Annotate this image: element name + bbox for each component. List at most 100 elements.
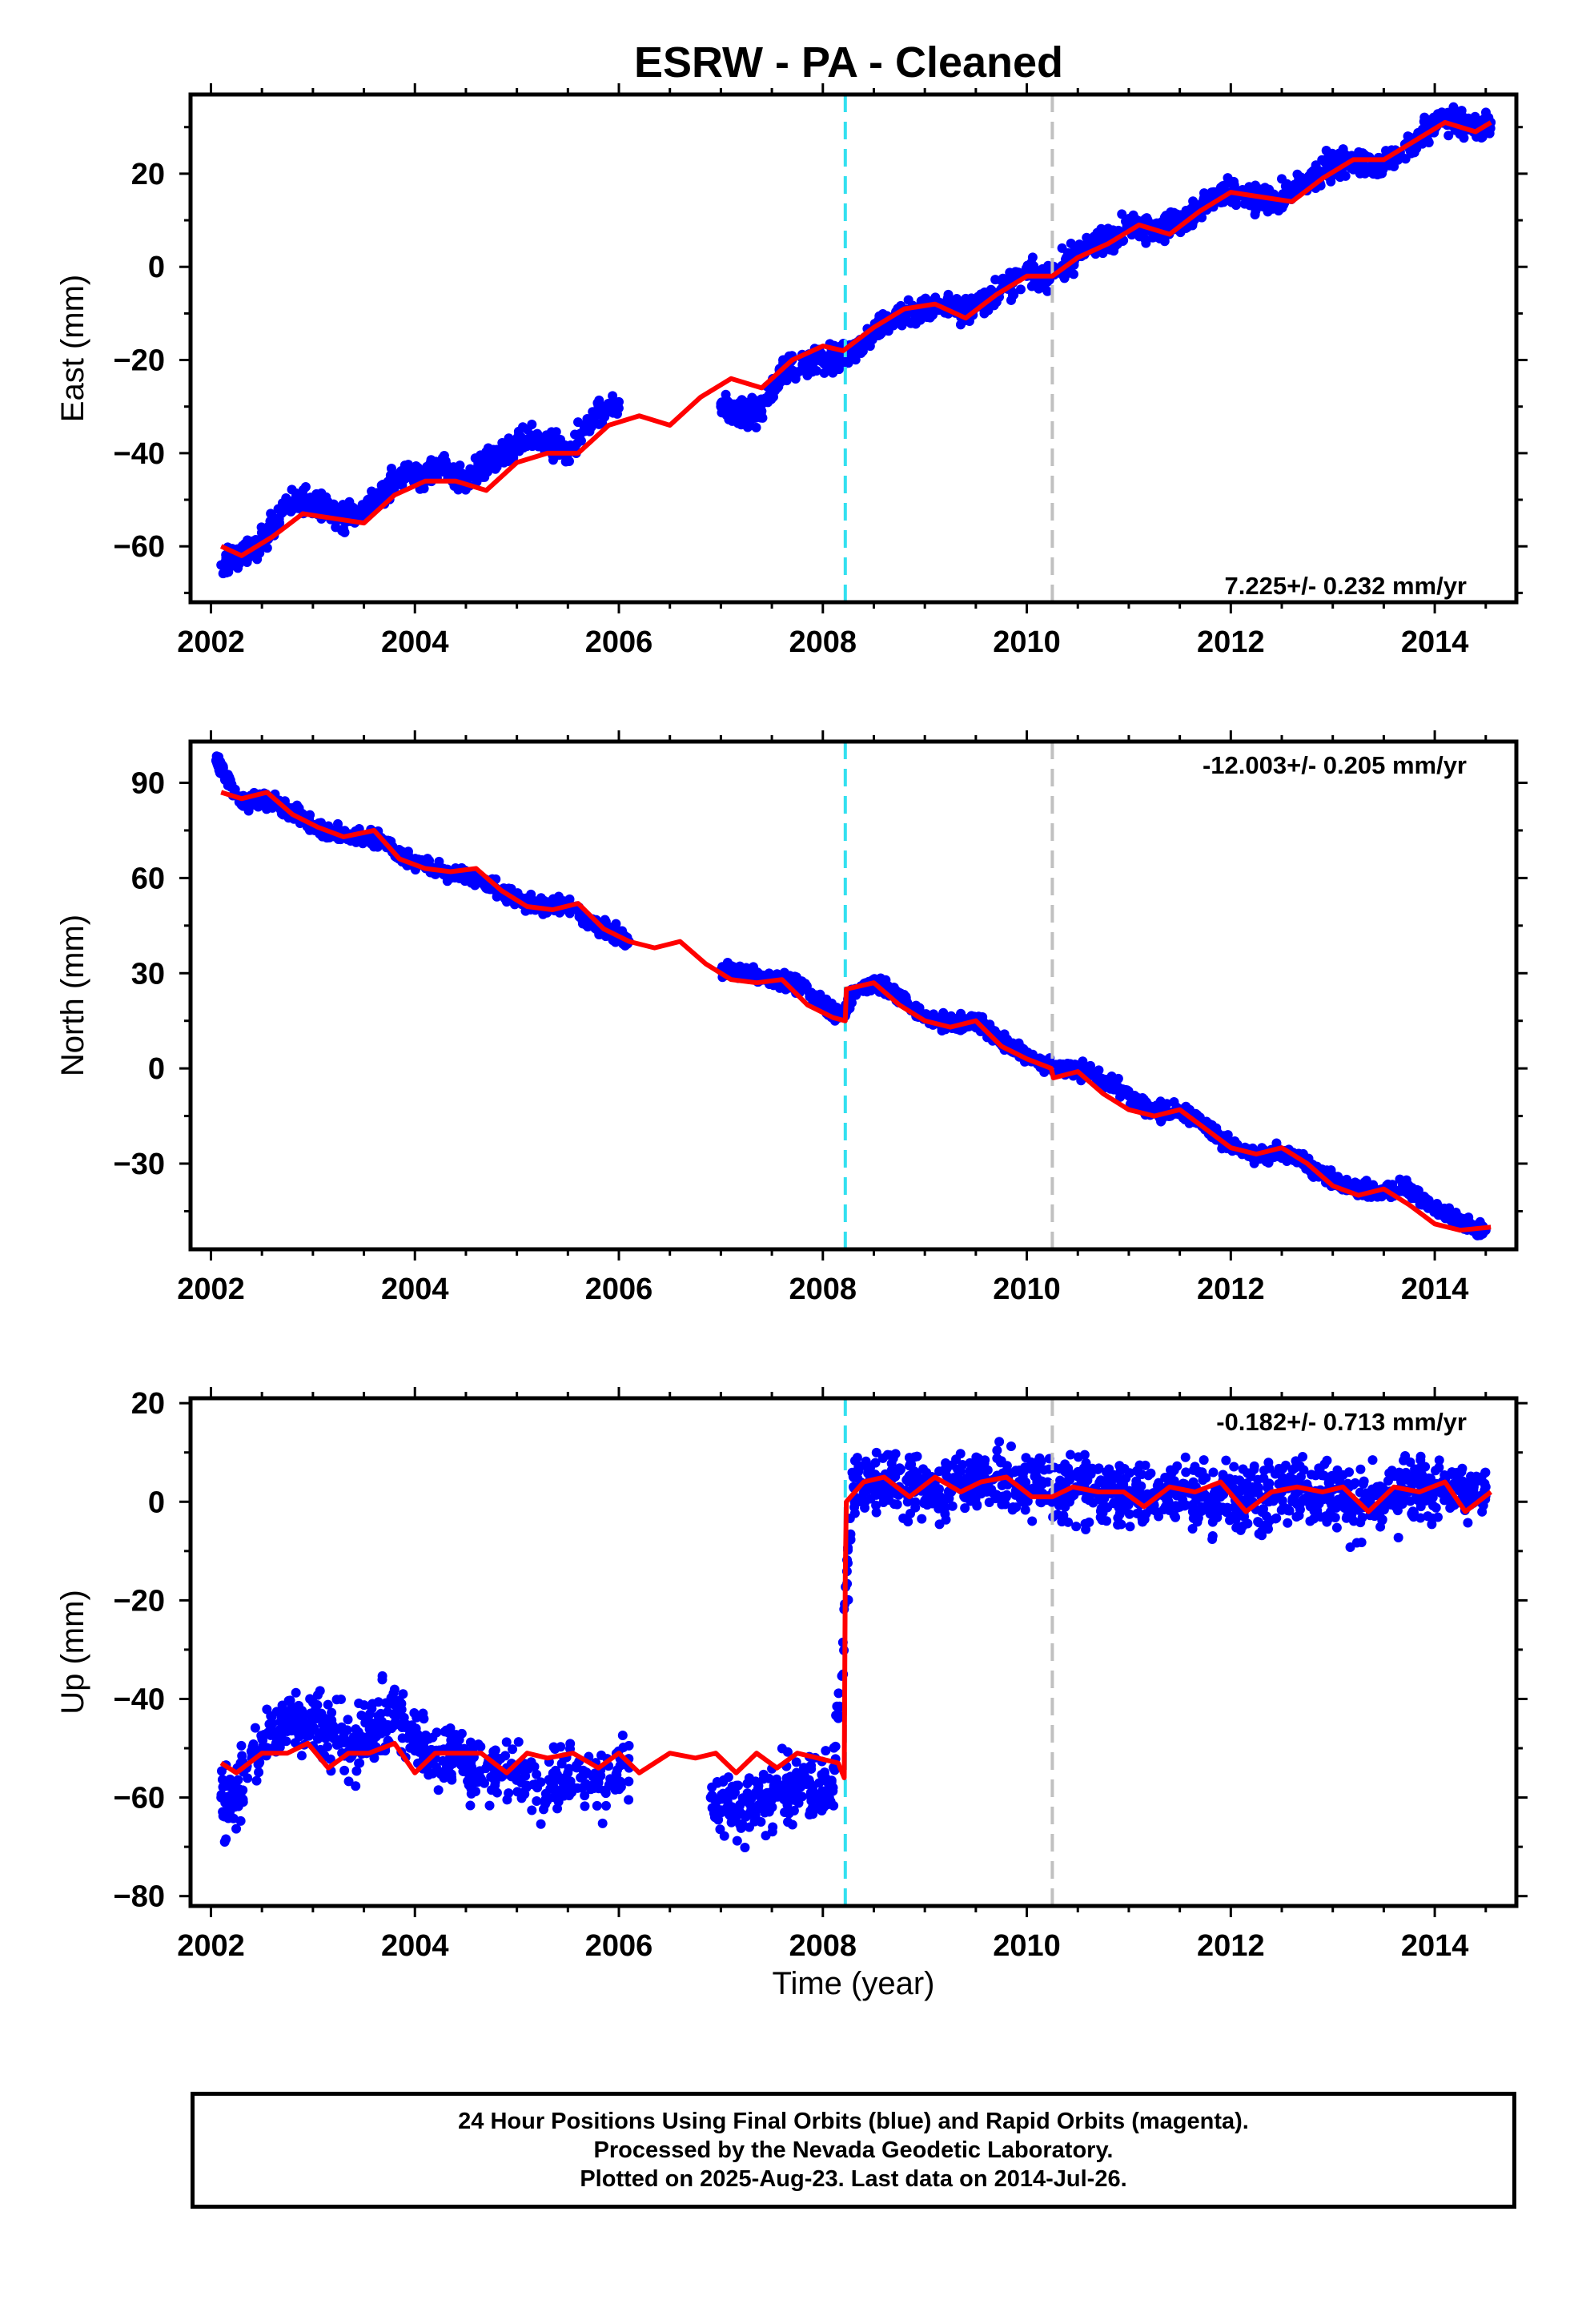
data-point bbox=[624, 1776, 634, 1787]
data-point bbox=[476, 1742, 486, 1752]
data-point bbox=[577, 1783, 588, 1793]
plot-frame bbox=[188, 739, 1519, 1252]
data-point bbox=[218, 770, 228, 780]
data-point bbox=[1122, 1085, 1132, 1096]
data-point bbox=[1155, 1096, 1166, 1107]
data-point bbox=[912, 312, 922, 323]
data-point bbox=[1060, 269, 1070, 279]
data-point bbox=[757, 412, 768, 423]
data-point bbox=[343, 1715, 353, 1725]
data-point bbox=[411, 460, 421, 471]
data-point bbox=[484, 452, 494, 463]
data-point bbox=[502, 1795, 512, 1805]
data-point bbox=[732, 963, 742, 973]
data-point bbox=[1169, 218, 1179, 228]
data-point bbox=[821, 994, 832, 1004]
data-point bbox=[1059, 1062, 1070, 1072]
model-fit-line bbox=[220, 790, 1492, 1233]
data-point bbox=[1372, 164, 1383, 175]
data-point bbox=[269, 802, 279, 812]
data-point bbox=[375, 1708, 386, 1719]
data-point bbox=[480, 1763, 491, 1774]
data-point bbox=[1204, 1119, 1215, 1129]
data-point bbox=[218, 762, 228, 772]
data-point bbox=[373, 1697, 383, 1707]
data-point bbox=[1381, 146, 1391, 156]
data-point bbox=[385, 470, 396, 480]
data-point bbox=[328, 499, 339, 509]
data-point bbox=[465, 1737, 476, 1747]
data-point bbox=[1208, 187, 1219, 197]
data-point bbox=[382, 485, 392, 495]
data-point bbox=[271, 1733, 282, 1743]
data-point bbox=[892, 986, 902, 996]
data-points bbox=[216, 1437, 1491, 1853]
data-point bbox=[570, 443, 580, 453]
y-tick-label: −60 bbox=[114, 530, 165, 564]
data-point bbox=[220, 557, 231, 567]
data-point bbox=[578, 1765, 588, 1775]
data-point bbox=[1432, 1200, 1443, 1211]
data-point bbox=[487, 1785, 497, 1795]
data-point bbox=[354, 1758, 364, 1768]
data-point bbox=[300, 482, 311, 493]
data-point bbox=[250, 1723, 260, 1733]
rate-label: 7.225+/- 0.232 mm/yr bbox=[1225, 572, 1467, 600]
data-point bbox=[800, 981, 810, 991]
data-point bbox=[465, 1800, 476, 1811]
data-point bbox=[484, 1800, 495, 1811]
data-point bbox=[292, 800, 303, 810]
data-point bbox=[1274, 206, 1284, 216]
data-point bbox=[526, 889, 536, 899]
chart-title: ESRW - PA - Cleaned bbox=[634, 38, 1063, 86]
data-point bbox=[1480, 107, 1491, 118]
y-tick-label: 30 bbox=[131, 957, 165, 991]
data-point bbox=[394, 1709, 404, 1719]
data-point bbox=[323, 1699, 333, 1710]
data-point bbox=[318, 1719, 328, 1730]
data-point bbox=[1443, 131, 1454, 141]
y-tick-label: −20 bbox=[114, 344, 165, 378]
data-point bbox=[1006, 295, 1016, 305]
data-point bbox=[412, 1731, 422, 1742]
data-point bbox=[850, 355, 861, 365]
data-point bbox=[600, 1788, 611, 1799]
x-tick-label: 2010 bbox=[993, 1273, 1061, 1306]
data-point bbox=[504, 883, 514, 894]
data-point bbox=[610, 1784, 620, 1795]
data-point bbox=[1280, 181, 1291, 191]
data-point bbox=[819, 368, 829, 378]
plot-area bbox=[216, 94, 1496, 602]
data-point bbox=[722, 401, 733, 412]
data-point bbox=[279, 1706, 290, 1716]
x-tick-label: 2010 bbox=[993, 625, 1061, 659]
data-point bbox=[259, 1730, 269, 1740]
data-point bbox=[737, 395, 747, 405]
y-tick-label: −30 bbox=[114, 1148, 165, 1181]
data-point bbox=[544, 431, 555, 441]
data-point bbox=[365, 1709, 375, 1719]
data-point bbox=[501, 1737, 512, 1747]
data-point bbox=[1022, 260, 1033, 271]
data-point bbox=[339, 826, 350, 836]
data-point bbox=[1027, 252, 1038, 263]
data-point bbox=[715, 1824, 725, 1835]
data-point bbox=[1339, 170, 1349, 180]
data-point bbox=[1223, 1130, 1233, 1140]
data-point bbox=[1423, 138, 1434, 148]
data-point bbox=[371, 1718, 381, 1728]
data-point bbox=[1298, 174, 1308, 184]
data-point bbox=[1419, 112, 1430, 123]
data-point bbox=[1420, 1195, 1431, 1205]
data-point bbox=[314, 1731, 324, 1741]
data-point bbox=[1031, 266, 1042, 276]
data-point bbox=[1042, 286, 1053, 296]
data-point bbox=[275, 1742, 285, 1752]
data-point bbox=[351, 506, 362, 517]
data-point bbox=[585, 1784, 596, 1795]
plot-area bbox=[216, 1398, 1493, 1906]
data-point bbox=[508, 1744, 518, 1755]
x-tick-label: 2008 bbox=[789, 1273, 857, 1306]
data-point bbox=[410, 469, 420, 480]
